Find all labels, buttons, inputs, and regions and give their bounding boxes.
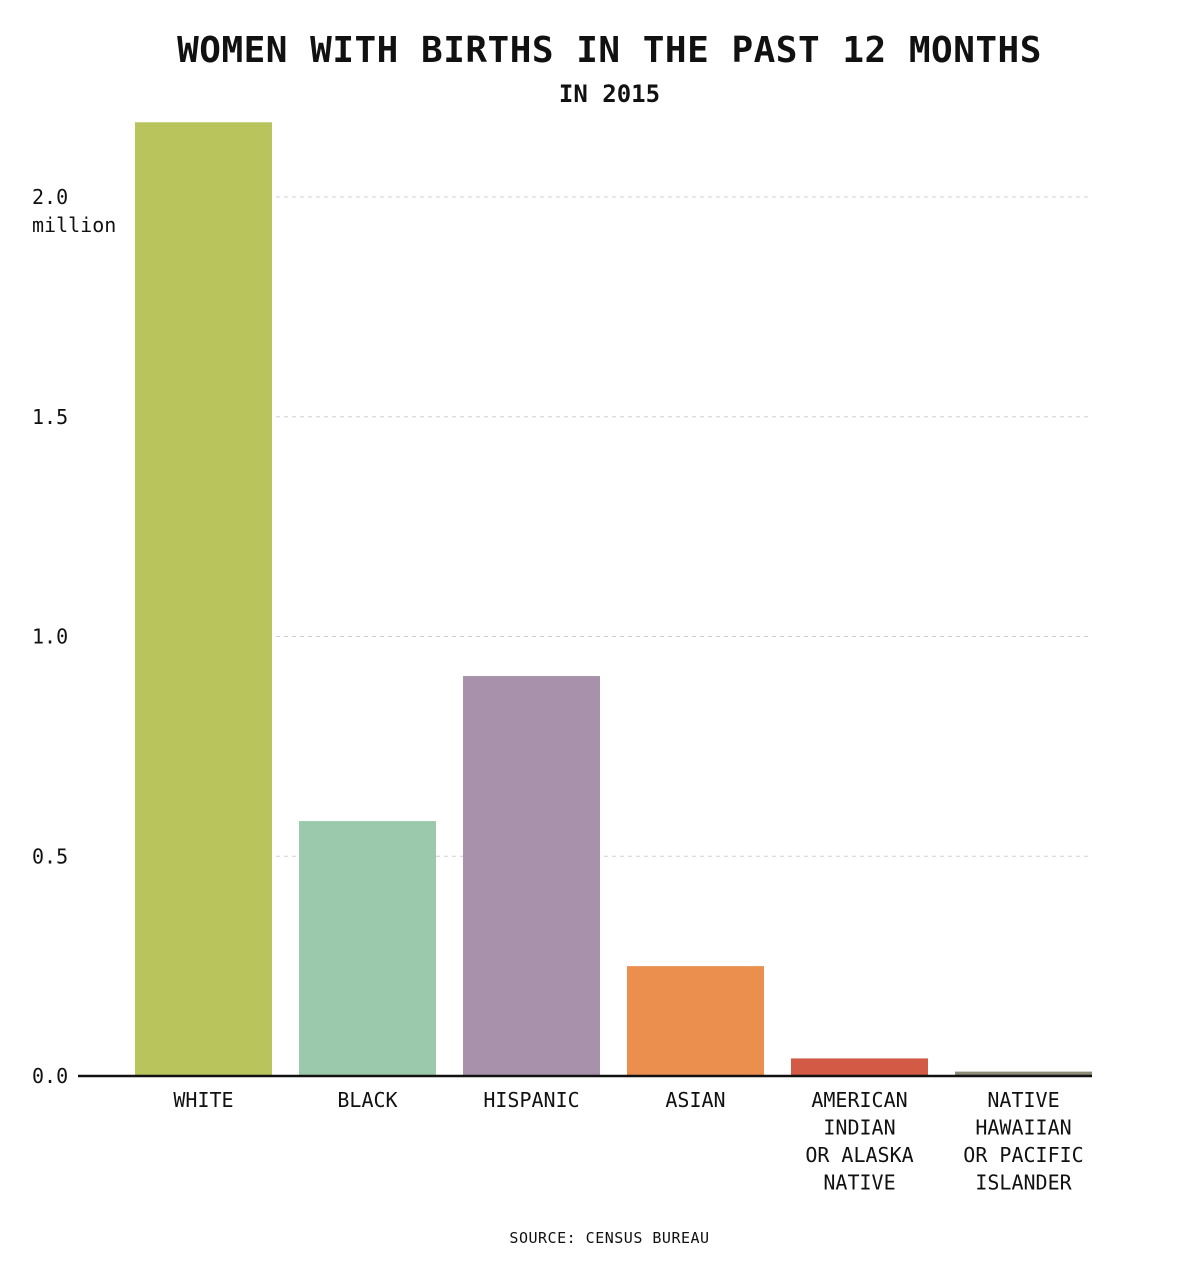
x-tick-label: ASIAN — [665, 1088, 725, 1112]
x-tick-label: INDIAN — [823, 1116, 895, 1140]
x-tick-label: HAWAIIAN — [975, 1116, 1071, 1140]
bar — [955, 1071, 1092, 1076]
x-tick-label: NATIVE — [987, 1088, 1059, 1112]
source-note: SOURCE: CENSUS BUREAU — [509, 1229, 710, 1247]
bar — [791, 1058, 928, 1076]
x-tick-label: AMERICAN — [811, 1088, 907, 1112]
chart-subtitle: IN 2015 — [558, 80, 661, 108]
bar — [627, 966, 764, 1076]
x-tick-label: HISPANIC — [483, 1088, 579, 1112]
bar — [299, 821, 436, 1076]
x-tick-label: OR PACIFIC — [963, 1143, 1083, 1167]
x-tick-label: ISLANDER — [975, 1171, 1072, 1195]
bars — [135, 122, 1092, 1076]
x-tick-label: OR ALASKA — [805, 1143, 913, 1167]
chart-title: WOMEN WITH BIRTHS IN THE PAST 12 MONTHS — [177, 30, 1042, 71]
y-axis-ticks: 0.0 0.5 1.0 1.5 2.0 million — [32, 185, 116, 1088]
y-unit-label: million — [32, 213, 116, 237]
y-tick-label: 1.5 — [32, 405, 68, 429]
x-axis-labels: WHITE BLACK HISPANIC ASIAN AMERICAN INDIAN OR … — [173, 1088, 1083, 1195]
y-tick-label: 2.0 — [32, 185, 68, 209]
x-tick-label: NATIVE — [823, 1171, 895, 1195]
y-tick-label: 0.0 — [32, 1064, 68, 1088]
bar — [463, 676, 600, 1076]
y-tick-label: 1.0 — [32, 625, 68, 649]
x-tick-label: BLACK — [337, 1088, 397, 1112]
bar — [135, 122, 272, 1076]
x-tick-label: WHITE — [173, 1088, 233, 1112]
gridlines — [276, 196, 1092, 857]
y-tick-label: 0.5 — [32, 844, 68, 868]
